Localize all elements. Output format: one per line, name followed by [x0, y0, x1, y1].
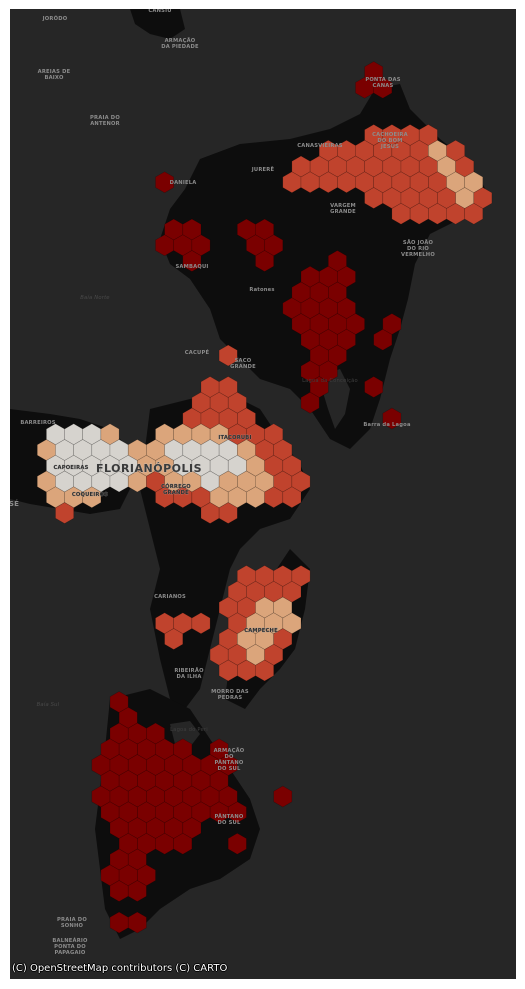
label-canasvieiras: CANASVIEIRAS [297, 143, 343, 149]
hex-cell [382, 407, 402, 430]
label-ribeirao-2: DA ILHA [176, 674, 201, 680]
label-jorodo: JORÓDO [42, 15, 68, 22]
label-balneario-3: PAPAGAIO [55, 950, 86, 956]
label-campeche: CAMPECHE [244, 628, 278, 634]
map-canvas[interactable]: JORÓDO CANSIÚ ARMAÇÃO DA PIEDADE AREIAS … [10, 9, 516, 979]
label-sao-joao-3: VERMELHO [401, 252, 435, 258]
label-ratones: Ratones [249, 287, 274, 293]
hex-cell [127, 880, 147, 902]
lagoa-conceicao [322, 369, 350, 429]
hex-cell [255, 659, 274, 682]
hex-cell [127, 911, 147, 934]
label-barreiros: BARREIROS [20, 420, 55, 426]
lagoa-peri [170, 721, 200, 747]
label-armacao-pantano-1: ARMAÇÃO [214, 747, 245, 754]
label-ponta-das-canas-2: CANAS [373, 83, 394, 89]
label-lagoa-conceicao: Lagoa da Conceição [302, 378, 358, 384]
label-sao-joao-2: DO RIO [407, 246, 429, 252]
hex-cell [282, 486, 302, 509]
hex-cell [364, 376, 384, 398]
label-vargem-grande-2: GRANDE [330, 209, 356, 215]
label-morro-das-pedras-1: MORRO DAS [211, 689, 249, 695]
label-vargem-grande-1: VARGEM [330, 203, 356, 209]
label-corrego-grande-2: GRANDE [163, 490, 189, 496]
label-jurere: JURERÊ [251, 165, 275, 173]
map-attribution: (C) OpenStreetMap contributors (C) CARTO [12, 963, 228, 974]
label-cachoeira-1: CACHOEIRA [372, 132, 408, 138]
label-itacorubi: ITACORUBI [218, 435, 251, 441]
label-corrego-grande-1: CÓRREGO [161, 483, 191, 490]
label-balneario-2: PONTA DO [54, 944, 86, 950]
label-sao-joao-1: SÃO JOÃO [403, 239, 434, 246]
label-morro-das-pedras-2: PEDRAS [218, 695, 243, 701]
hexbin-layer [37, 61, 493, 934]
hex-cell [164, 628, 184, 650]
hex-cell [82, 486, 102, 509]
hex-cell [173, 832, 193, 855]
label-daniela: DANIELA [170, 180, 197, 186]
label-areias-de-baixo-1: AREIAS DE [38, 69, 71, 75]
label-praia-do-sonho-2: SONHO [61, 923, 84, 929]
label-cachoeira-2: DO BOM [377, 138, 402, 144]
hex-cell [373, 76, 393, 99]
label-cachoeira-3: JESUS [380, 144, 399, 150]
label-cacupe: CACUPÉ [185, 348, 210, 356]
label-ponta-das-canas-1: PONTA DAS [365, 77, 400, 83]
hex-cell [218, 344, 238, 367]
hex-cell [255, 250, 274, 272]
label-sambaqui: SAMBAQUI [175, 264, 208, 270]
hex-cell [182, 250, 202, 272]
label-praia-do-antenor-1: PRAIA DO [90, 115, 120, 121]
label-saco-grande-1: SACO [235, 358, 252, 364]
label-barra-da-lagoa: Barra da Lagoa [363, 422, 411, 428]
map-svg: JORÓDO CANSIÚ ARMAÇÃO DA PIEDADE AREIAS … [10, 9, 493, 956]
label-ribeirao-1: RIBEIRÃO [174, 667, 204, 674]
hex-cell [218, 502, 238, 524]
label-armacao-pantano-3: PÂNTANO [215, 759, 244, 766]
hex-cell [227, 801, 247, 824]
label-armacao-da-piedade-2: DA PIEDADE [161, 44, 199, 50]
label-armacao-da-piedade-1: ARMAÇÃO [165, 37, 196, 44]
hex-cell [191, 612, 211, 635]
label-saco-grande-2: GRANDE [230, 364, 256, 370]
label-coqueiros: COQUEIROS [72, 492, 108, 498]
label-balneario-1: BALNEÁRIO [52, 937, 88, 944]
label-praia-do-sonho-1: PRAIA DO [57, 917, 87, 923]
label-se: SÉ [10, 499, 19, 508]
label-baia-norte: Baía Norte [80, 294, 109, 301]
label-layer: JORÓDO CANSIÚ ARMAÇÃO DA PIEDADE AREIAS … [10, 9, 435, 956]
label-carianos: CARIANOS [154, 594, 186, 600]
label-baia-sul: Baía Sul [37, 701, 60, 708]
label-florianopolis: FLORIANÓPOLIS [96, 462, 202, 475]
hex-cell [373, 328, 393, 351]
label-canasvi-top: CANSIÚ [148, 9, 171, 14]
label-pantano-do-sul-2: DO SUL [218, 820, 241, 826]
label-armacao-pantano-4: DO SUL [218, 766, 241, 772]
hex-cell [300, 391, 320, 414]
hex-cell [273, 785, 293, 808]
label-armacao-pantano-2: DO [224, 754, 234, 760]
hex-cell [155, 171, 174, 194]
label-capoeiras: CAPOEIRAS [53, 465, 88, 471]
hex-cell [227, 832, 247, 855]
mainland-north-tip [130, 9, 185, 39]
label-pantano-do-sul-1: PÂNTANO [215, 813, 244, 820]
label-areias-de-baixo-2: BAIXO [44, 75, 64, 81]
label-lagoa-do-peri: Lagoa do Peri [170, 727, 208, 733]
hex-cell [464, 202, 484, 225]
hex-cell [55, 502, 74, 524]
label-praia-do-antenor-2: ANTENOR [90, 121, 120, 127]
